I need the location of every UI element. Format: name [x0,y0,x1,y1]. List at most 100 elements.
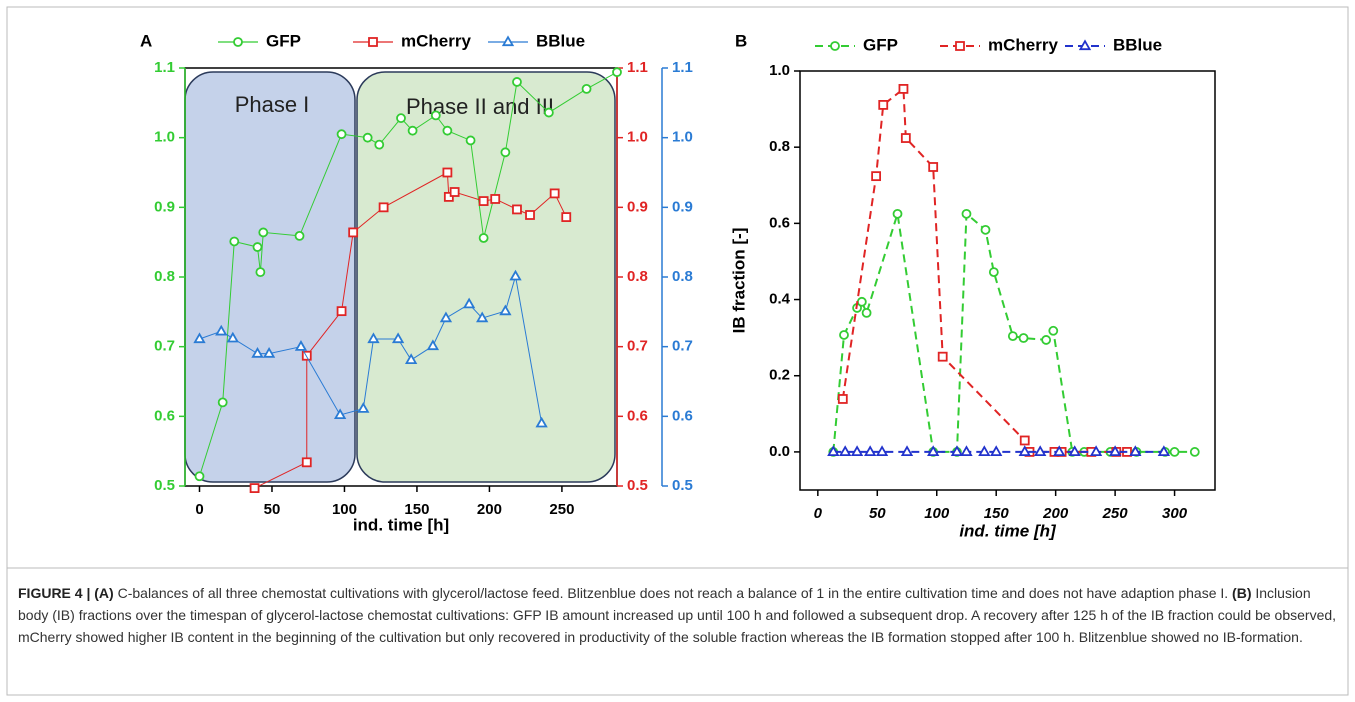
y-tick-label: 1.1 [627,59,648,76]
figure-border [6,6,1349,696]
x-axis-title: ind. time [h] [353,515,449,534]
y-tick-label: 0.0 [769,443,790,460]
marker [988,267,999,278]
phase-box [356,71,616,483]
phase-label: Phase I [235,92,310,117]
marker [837,394,848,404]
legend-marker [1078,39,1092,51]
marker [449,187,460,197]
marker [252,242,263,252]
y-axis-title: IB fraction [-] [729,228,748,334]
legend-marker [955,41,965,51]
marker [1157,445,1171,457]
y-tick-label: 0.6 [154,407,175,424]
marker [499,304,512,316]
marker [1089,445,1103,457]
marker [961,208,972,219]
marker [1034,445,1047,457]
marker [333,408,347,420]
marker [391,332,405,344]
y-tick-label: 0.5 [627,477,648,494]
marker [1007,331,1018,342]
marker [927,445,940,457]
marker [525,210,535,220]
marker [535,416,548,428]
y-tick-label: 0.7 [627,338,648,355]
y-tick-label: 0.8 [672,268,693,285]
marker [226,331,239,343]
marker [861,307,872,318]
marker [374,139,385,150]
marker [490,194,501,204]
marker [301,350,312,361]
marker [430,110,441,121]
y-tick-label: 0.9 [154,198,175,215]
marker [396,113,406,124]
caption-text: Inclusion body (IB) fractions over the t… [18,585,1337,645]
marker [839,445,852,457]
marker [839,330,849,340]
marker [1048,325,1059,336]
marker [850,445,864,457]
marker [462,297,476,309]
y-tick-label: 0.9 [672,198,693,215]
marker [217,397,228,408]
y-tick-label: 0.6 [672,407,693,424]
marker [543,107,554,118]
y-tick-label: 0.9 [627,198,648,215]
marker [1129,445,1142,457]
marker [561,212,572,222]
marker [426,339,440,351]
marker [827,445,840,457]
marker [478,233,489,243]
series-line [841,86,1128,453]
y-tick-label: 1.0 [627,129,648,146]
marker [612,67,622,78]
marker [194,471,205,482]
marker [357,402,370,413]
marker [476,311,489,323]
marker [442,125,453,136]
x-tick-label: 250 [1102,505,1129,522]
y-tick-label: 0.6 [769,214,790,231]
marker [294,340,308,351]
marker [1041,335,1052,345]
y-tick-label: 0.6 [627,407,648,424]
legend-marker [501,35,515,47]
marker [1018,333,1029,343]
marker [378,202,389,213]
marker [249,483,260,493]
marker [875,445,889,457]
marker [215,324,228,336]
marker [336,129,347,140]
marker [871,171,882,182]
x-tick-label: 50 [869,505,886,522]
marker [1169,447,1180,457]
marker [442,167,453,178]
legend-label: GFP [266,31,301,50]
marker [1018,445,1031,457]
y-tick-label: 0.2 [769,367,790,384]
marker [294,230,305,241]
marker [336,306,347,317]
phase-label: Phase II and III [406,94,554,119]
marker [950,445,964,457]
legend-label: GFP [863,35,898,54]
marker [898,84,909,94]
y-tick-label: 0.8 [154,268,175,285]
marker [465,135,476,146]
marker [251,347,264,358]
legend-label: BBlue [536,31,585,50]
marker [960,445,973,457]
panel-label: A [140,31,152,50]
marker [900,445,914,457]
marker [301,457,312,468]
series-line [832,211,1195,453]
legend-marker [830,41,840,51]
x-tick-label: 300 [1162,505,1188,522]
x-tick-label: 0 [195,501,203,518]
marker [864,445,877,457]
marker [512,77,522,87]
marker [255,267,266,278]
